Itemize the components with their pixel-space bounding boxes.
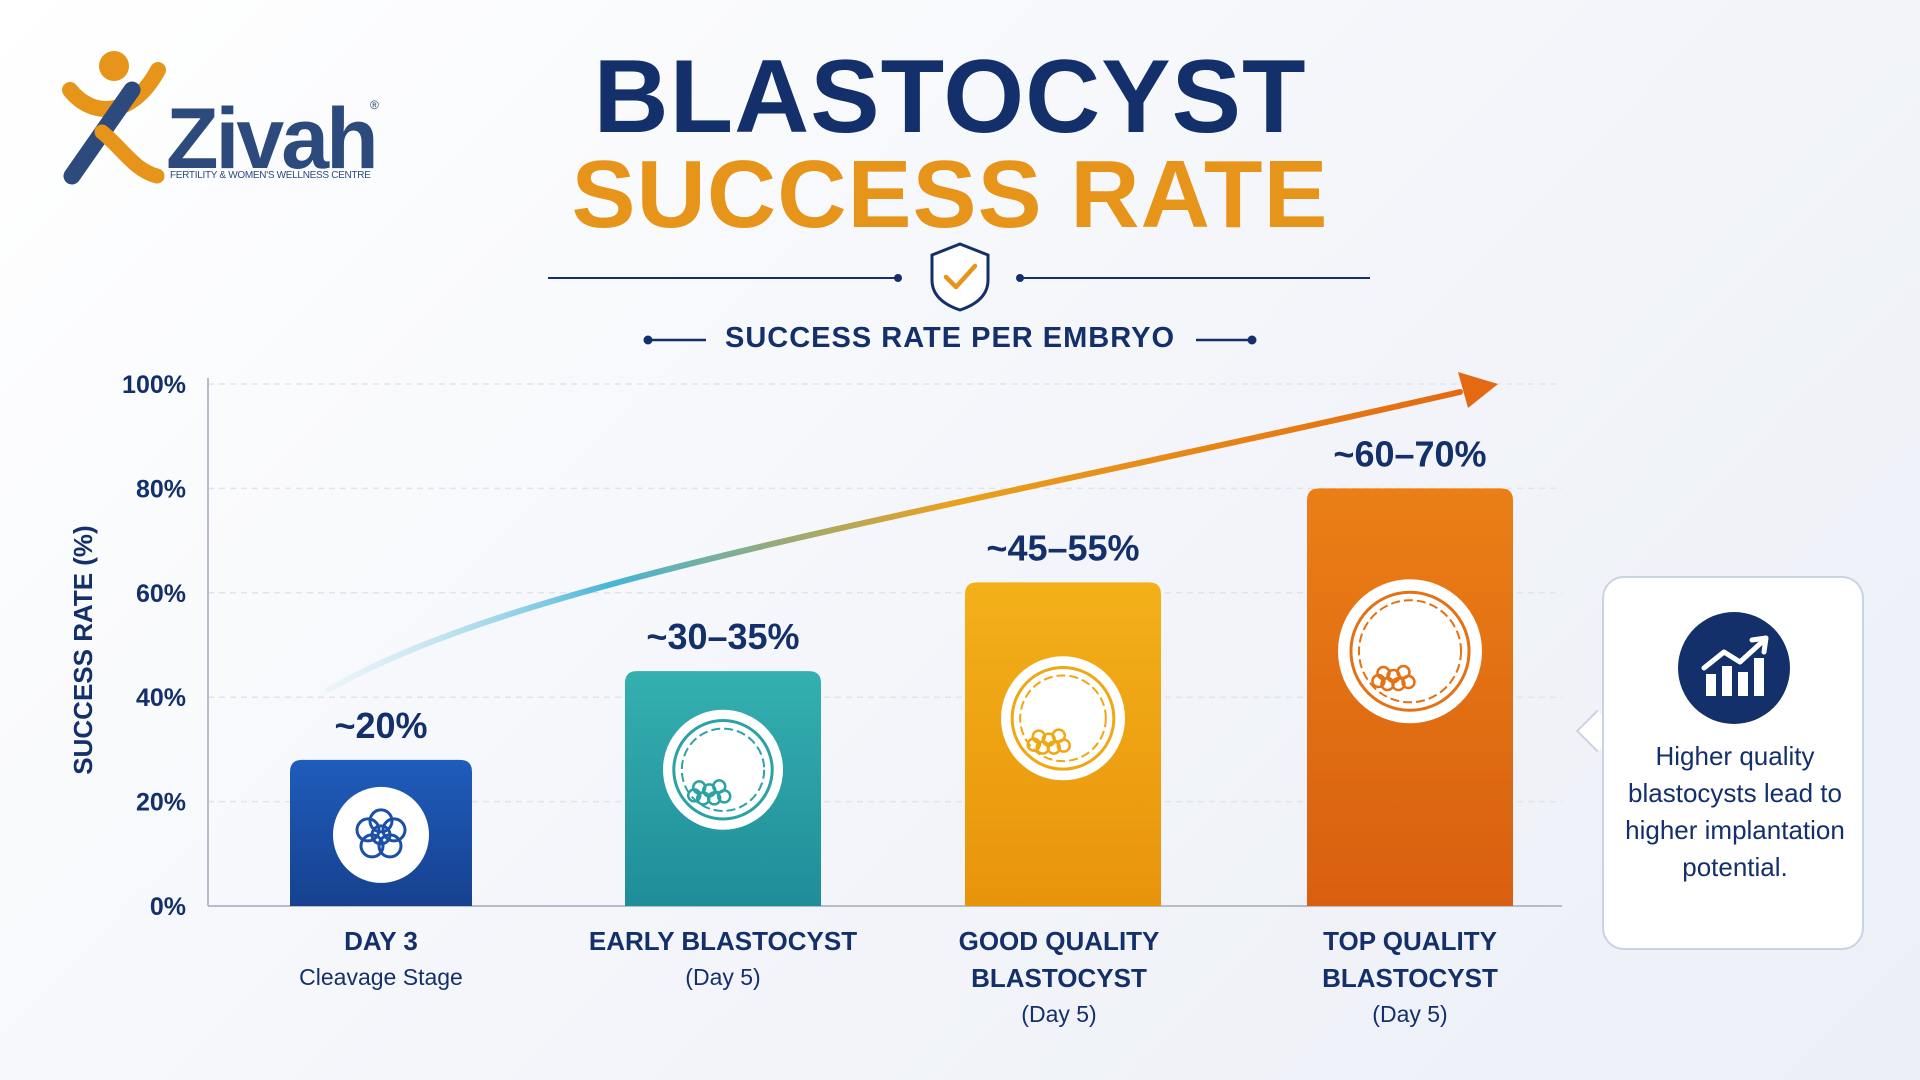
- category-label: GOOD QUALITY: [959, 926, 1160, 956]
- callout-box: Higher quality blastocysts lead to highe…: [1602, 576, 1864, 950]
- good-blastocyst-icon: [1001, 656, 1125, 781]
- chart-subtitle: SUCCESS RATE PER EMBRYO: [725, 322, 1175, 354]
- category-label: BLASTOCYST: [971, 963, 1147, 993]
- y-tick-label: 100%: [122, 371, 186, 399]
- top-blastocyst-icon: [1338, 579, 1482, 724]
- category-sublabel: Cleavage Stage: [299, 964, 463, 990]
- category-sublabel: (Day 5): [1021, 1001, 1096, 1027]
- y-tick-label: 80%: [136, 475, 186, 503]
- cleavage-embryo-icon: [333, 786, 429, 883]
- bar-group: ~30–35%: [625, 616, 821, 906]
- data-label: ~20%: [334, 705, 427, 746]
- brand-logo: Zivah ® FERTILITY & WOMEN'S WELLNESS CEN…: [62, 48, 392, 188]
- y-tick-label: 60%: [136, 580, 186, 608]
- data-label: ~30–35%: [646, 616, 799, 657]
- callout-text: Higher quality blastocysts lead to highe…: [1625, 741, 1845, 882]
- category-label: TOP QUALITY: [1323, 926, 1497, 956]
- logo-figure-icon: [62, 51, 166, 185]
- bar-group: ~60–70%: [1307, 433, 1513, 906]
- y-axis-label: SUCCESS RATE (%): [68, 525, 98, 774]
- category-sublabel: (Day 5): [685, 964, 760, 990]
- category-sublabel: (Day 5): [1372, 1001, 1447, 1027]
- y-tick-label: 20%: [136, 789, 186, 817]
- title-line-1: BLASTOCYST: [593, 39, 1307, 155]
- y-tick-label: 40%: [136, 684, 186, 712]
- trend-arrow: [325, 372, 1498, 693]
- brand-tagline: FERTILITY & WOMEN'S WELLNESS CENTRE: [170, 170, 371, 181]
- bar-group: ~20%: [290, 705, 472, 906]
- category-label: EARLY BLASTOCYST: [589, 926, 857, 956]
- bar-group: ~45–55%: [965, 527, 1161, 906]
- growth-chart-icon: [1678, 612, 1790, 724]
- brand-name: Zivah: [166, 91, 379, 187]
- category-label: BLASTOCYST: [1322, 963, 1498, 993]
- title-line-2: SUCCESS RATE: [571, 141, 1329, 248]
- data-label: ~45–55%: [986, 527, 1139, 568]
- data-label: ~60–70%: [1333, 433, 1486, 474]
- category-label: DAY 3: [344, 926, 418, 956]
- y-tick-label: 0%: [150, 893, 186, 921]
- early-blastocyst-icon: [663, 709, 783, 830]
- brand-registered-mark: ®: [370, 98, 379, 112]
